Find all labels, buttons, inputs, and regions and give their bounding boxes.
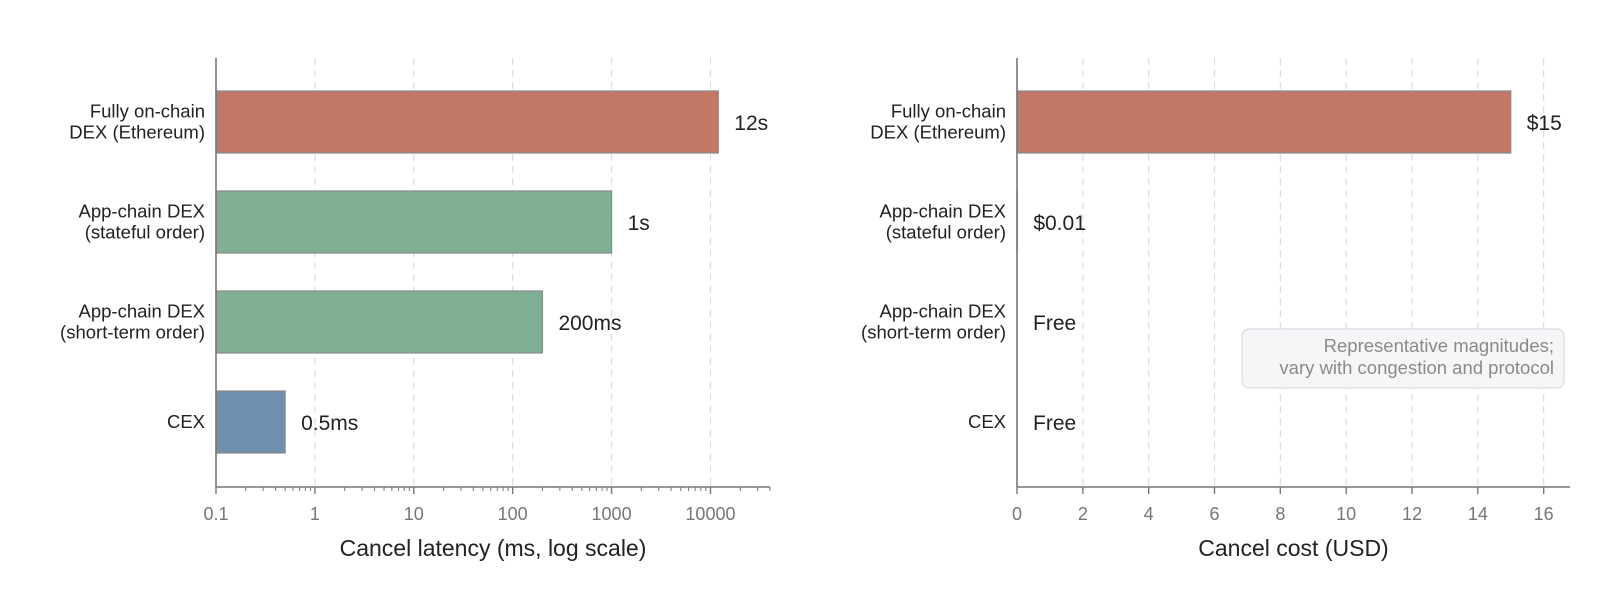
bar (215, 190, 613, 254)
x-tick-label: 10 (404, 504, 424, 524)
annotation-text: Representative magnitudes; vary with cong… (1279, 335, 1554, 378)
category-label: App-chain DEX (short-term order) (861, 301, 1006, 343)
category-label: CEX (968, 411, 1006, 432)
category-label: Fully on-chain DEX (Ethereum) (69, 101, 205, 143)
x-tick-label: 0 (1012, 504, 1022, 524)
category-label: App-chain DEX (stateful order) (79, 201, 205, 243)
bar (1016, 90, 1512, 154)
bar (215, 290, 544, 354)
bar (215, 390, 286, 454)
data-label: $15 (1527, 112, 1562, 135)
x-tick-label: 4 (1144, 504, 1154, 524)
data-label: 12s (734, 112, 768, 135)
x-tick-label: 14 (1468, 504, 1488, 524)
x-tick-label: 12 (1402, 504, 1422, 524)
x-tick-label: 1000 (592, 504, 632, 524)
annotation-box (1241, 328, 1565, 389)
category-label: Fully on-chain DEX (Ethereum) (870, 101, 1006, 143)
x-tick-label: 10000 (685, 504, 735, 524)
x-tick-label: 0.1 (203, 504, 228, 524)
x-tick-label: 6 (1209, 504, 1219, 524)
x-axis-label: Cancel latency (ms, log scale) (340, 535, 647, 561)
chart-panel-1: 12s Fully on-chain DEX (Ethereum) 1s App-cha… (60, 58, 771, 561)
category-label: App-chain DEX (stateful order) (880, 201, 1006, 243)
data-label: 0.5ms (301, 412, 358, 435)
x-tick-label: 100 (498, 504, 528, 524)
data-label: 200ms (558, 312, 621, 335)
x-axis-label: Cancel cost (USD) (1198, 535, 1388, 561)
x-tick-label: 2 (1078, 504, 1088, 524)
data-label: $0.01 (1033, 212, 1086, 235)
x-tick-label: 8 (1275, 504, 1285, 524)
data-label: Free (1033, 412, 1076, 435)
x-tick-label: 16 (1534, 504, 1554, 524)
chart-panel-2: $15 Fully on-chain DEX (Ethereum) $0.01 App-… (861, 58, 1570, 561)
x-tick-label: 10 (1336, 504, 1356, 524)
bar (215, 90, 719, 154)
data-label: 1s (628, 212, 650, 235)
category-label: CEX (167, 411, 205, 432)
category-label: App-chain DEX (short-term order) (60, 301, 205, 343)
x-tick-label: 1 (310, 504, 320, 524)
data-label: Free (1033, 312, 1076, 335)
